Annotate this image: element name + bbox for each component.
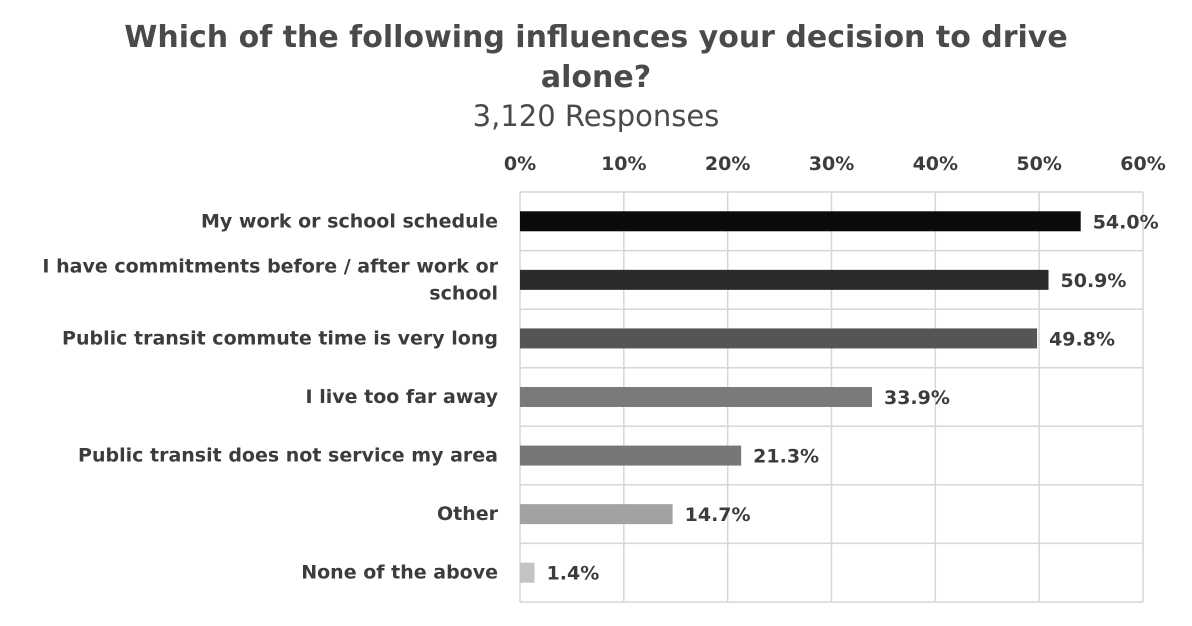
data-label: 49.8% <box>1049 328 1115 350</box>
x-tick-label: 60% <box>1120 153 1165 175</box>
category-label: I have commitments before / after work o… <box>42 255 498 277</box>
category-label: None of the above <box>301 562 498 584</box>
x-tick-label: 0% <box>504 153 536 175</box>
bar <box>520 211 1081 232</box>
chart-title-line-2: alone? <box>541 60 651 95</box>
x-tick-label: 10% <box>601 153 646 175</box>
bars <box>520 211 1081 583</box>
bar <box>520 504 673 525</box>
data-label: 21.3% <box>753 446 819 468</box>
x-tick-label: 40% <box>913 153 958 175</box>
x-tick-label: 20% <box>705 153 750 175</box>
data-labels: 54.0% 50.9% 49.8% 33.9% 21.3% 14.7% 1.4% <box>547 211 1159 584</box>
data-label: 50.9% <box>1061 270 1127 292</box>
x-axis-ticks: 0% 10% 20% 30% 40% 50% 60% <box>504 153 1166 175</box>
data-label: 1.4% <box>547 563 600 585</box>
x-tick-label: 30% <box>809 153 854 175</box>
category-label: school <box>429 282 498 304</box>
bar <box>520 445 742 466</box>
chart-subtitle: 3,120 Responses <box>473 99 720 133</box>
data-label: 14.7% <box>685 504 751 526</box>
data-label: 33.9% <box>884 387 950 409</box>
bar <box>520 269 1049 290</box>
category-label: I live too far away <box>306 386 499 408</box>
x-tick-label: 50% <box>1016 153 1061 175</box>
category-label: Other <box>437 503 499 525</box>
chart-title-line-1: Which of the following influences your d… <box>124 20 1067 55</box>
category-label: Public transit does not service my area <box>78 445 498 467</box>
category-labels: My work or school schedule I have commitm… <box>42 210 498 583</box>
bar <box>520 562 535 583</box>
category-label: My work or school schedule <box>201 210 498 232</box>
bar <box>520 387 872 407</box>
bar <box>520 328 1038 349</box>
category-label: Public transit commute time is very long <box>62 327 498 349</box>
data-label: 54.0% <box>1093 211 1159 233</box>
gridlines <box>519 191 1144 603</box>
